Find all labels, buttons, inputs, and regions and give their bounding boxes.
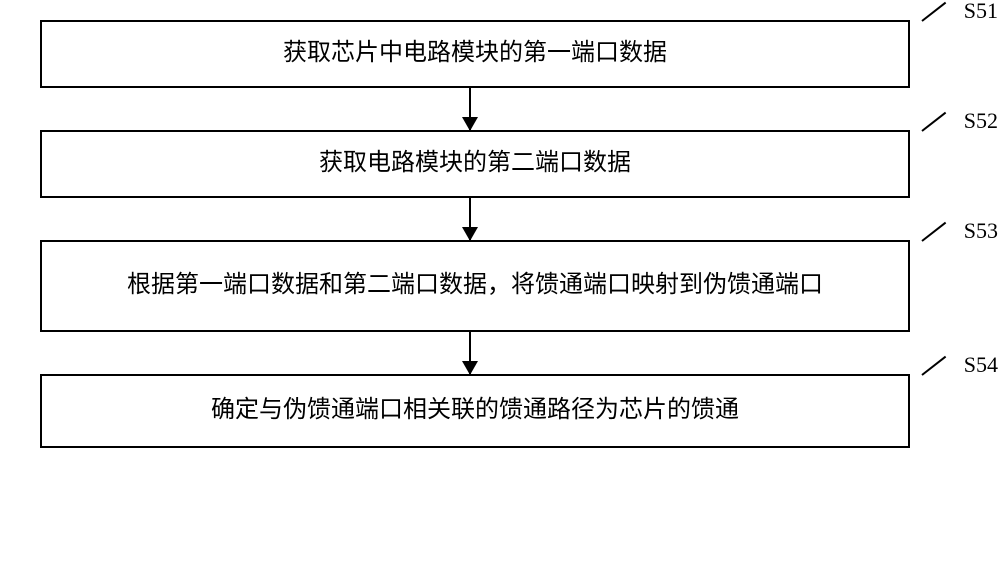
label-connector-s53 — [921, 222, 946, 242]
step-text: 确定与伪馈通端口相关联的馈通路径为芯片的馈通 — [211, 394, 739, 428]
label-connector-s54 — [921, 356, 946, 376]
step-label-s51: S51 — [964, 0, 998, 24]
step-container-1: 获取芯片中电路模块的第一端口数据 S51 — [40, 20, 980, 88]
step-container-3: 根据第一端口数据和第二端口数据，将馈通端口映射到伪馈通端口 S53 — [40, 240, 980, 332]
step-text: 获取芯片中电路模块的第一端口数据 — [283, 37, 667, 71]
arrow-2-3 — [469, 198, 471, 240]
step-container-4: 确定与伪馈通端口相关联的馈通路径为芯片的馈通 S54 — [40, 374, 980, 448]
flowchart-container: 获取芯片中电路模块的第一端口数据 S51 获取电路模块的第二端口数据 S52 根… — [30, 20, 970, 448]
step-label-s54: S54 — [964, 352, 998, 378]
step-label-s53: S53 — [964, 218, 998, 244]
label-connector-s51 — [921, 2, 946, 22]
step-box-s52: 获取电路模块的第二端口数据 — [40, 130, 910, 198]
step-text: 获取电路模块的第二端口数据 — [319, 147, 631, 181]
step-text: 根据第一端口数据和第二端口数据，将馈通端口映射到伪馈通端口 — [127, 269, 823, 303]
step-box-s54: 确定与伪馈通端口相关联的馈通路径为芯片的馈通 — [40, 374, 910, 448]
step-box-s53: 根据第一端口数据和第二端口数据，将馈通端口映射到伪馈通端口 — [40, 240, 910, 332]
step-label-s52: S52 — [964, 108, 998, 134]
arrow-3-4 — [469, 332, 471, 374]
arrow-1-2 — [469, 88, 471, 130]
label-connector-s52 — [921, 112, 946, 132]
step-container-2: 获取电路模块的第二端口数据 S52 — [40, 130, 980, 198]
step-box-s51: 获取芯片中电路模块的第一端口数据 — [40, 20, 910, 88]
